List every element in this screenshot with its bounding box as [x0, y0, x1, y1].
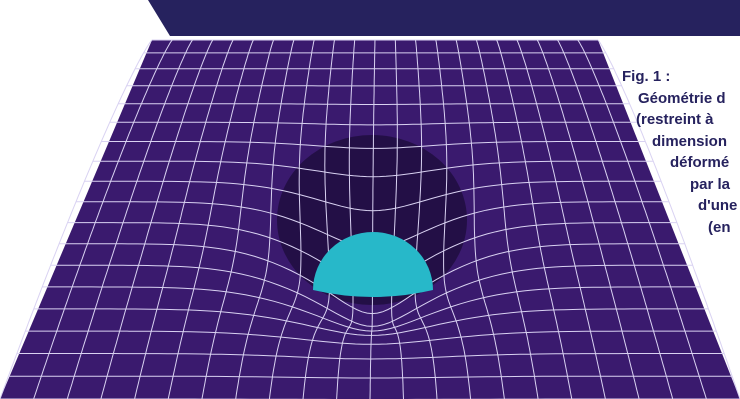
caption-line-6: d'une	[698, 197, 738, 214]
grid-line	[84, 180, 662, 212]
mass-sphere	[313, 232, 433, 297]
caption-line-2: (restreint à	[636, 111, 714, 128]
grid-line	[8, 375, 733, 379]
section-title: TURE	[0, 0, 79, 29]
figure-caption: Fig. 1 : Géométrie d (restreint à dimens…	[600, 66, 740, 286]
grid-line	[25, 330, 717, 345]
caption-line-4: déformé	[670, 154, 730, 171]
grid-line	[92, 160, 654, 178]
grid-line	[59, 243, 685, 315]
grid-line	[42, 286, 701, 332]
caption-line-1: Géométrie d	[638, 89, 726, 107]
grid-line	[118, 103, 630, 105]
grid-line	[101, 141, 646, 149]
caption-line-5: par la	[690, 175, 731, 193]
grid-line	[33, 308, 709, 336]
caption-line-7: (en	[708, 218, 731, 236]
spacetime-grid	[0, 39, 740, 399]
caption-line-3: dimension	[652, 132, 728, 150]
figure-label: Fig. 1 :	[622, 68, 671, 85]
grid-line	[109, 121, 638, 126]
grid-line	[50, 264, 693, 327]
grid-line	[16, 353, 725, 360]
